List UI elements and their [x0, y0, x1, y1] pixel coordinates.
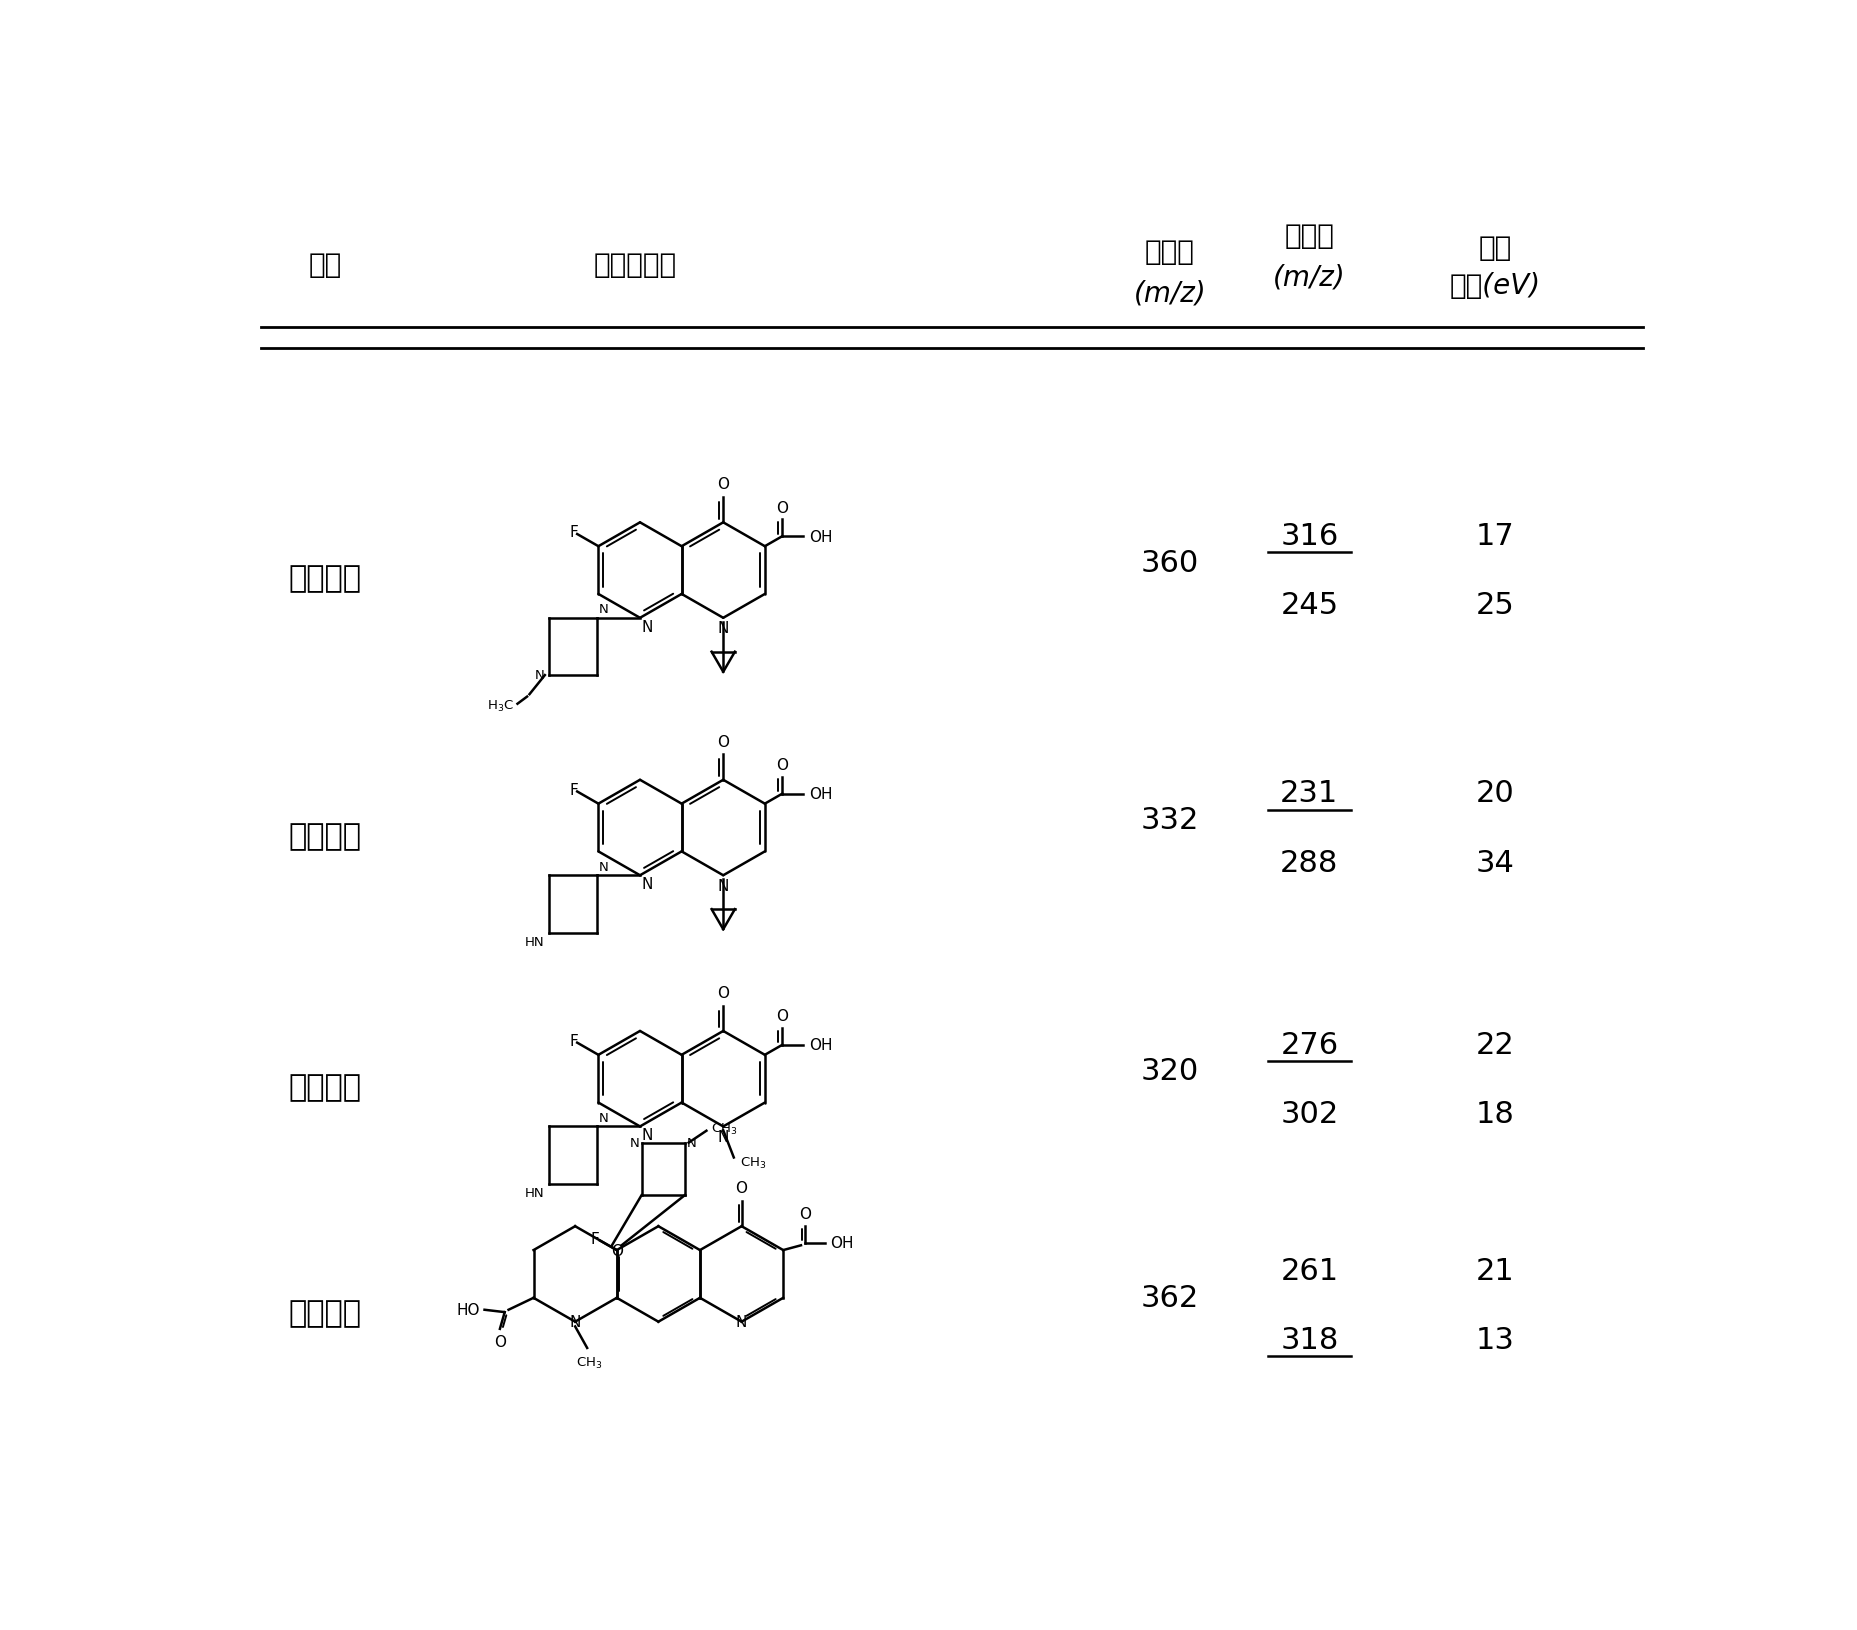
Text: HN: HN — [526, 1187, 544, 1200]
Text: 25: 25 — [1476, 590, 1515, 619]
Text: 20: 20 — [1476, 779, 1515, 808]
Text: F: F — [568, 1033, 578, 1048]
Text: N: N — [641, 1128, 654, 1143]
Text: N: N — [717, 879, 730, 893]
Text: O: O — [776, 758, 789, 773]
Text: 360: 360 — [1140, 549, 1200, 577]
Text: 18: 18 — [1476, 1099, 1515, 1128]
Text: O: O — [776, 1009, 789, 1024]
Text: N: N — [687, 1136, 696, 1149]
Text: 288: 288 — [1279, 848, 1339, 877]
Text: N: N — [600, 1112, 609, 1125]
Text: 318: 318 — [1279, 1325, 1339, 1355]
Text: 药物: 药物 — [308, 251, 342, 279]
Text: CH$_3$: CH$_3$ — [576, 1355, 604, 1371]
Text: HO: HO — [457, 1302, 479, 1317]
Text: 320: 320 — [1140, 1056, 1200, 1086]
Text: N: N — [600, 861, 609, 874]
Text: 氧氟沙星: 氧氟沙星 — [288, 1297, 362, 1327]
Text: 分子结构式: 分子结构式 — [594, 251, 676, 279]
Text: 母离子: 母离子 — [1146, 238, 1194, 266]
Text: CH$_3$: CH$_3$ — [711, 1121, 737, 1136]
Text: 302: 302 — [1279, 1099, 1339, 1128]
Text: O: O — [494, 1333, 505, 1348]
Text: F: F — [568, 525, 578, 540]
Text: OH: OH — [810, 787, 832, 802]
Text: 21: 21 — [1476, 1255, 1515, 1284]
Text: H$_3$C: H$_3$C — [487, 698, 514, 714]
Text: HN: HN — [526, 936, 544, 949]
Text: N: N — [600, 603, 609, 616]
Text: 316: 316 — [1279, 522, 1339, 551]
Text: 恩诺沙星: 恩诺沙星 — [288, 564, 362, 593]
Text: 362: 362 — [1140, 1283, 1200, 1312]
Text: O: O — [717, 985, 730, 1001]
Text: O: O — [776, 500, 789, 515]
Text: 诺氟沙星: 诺氟沙星 — [288, 1073, 362, 1102]
Text: O: O — [611, 1242, 622, 1258]
Text: 245: 245 — [1279, 590, 1339, 619]
Text: 碰撞: 碰撞 — [1478, 235, 1512, 262]
Text: 环丙沙星: 环丙沙星 — [288, 822, 362, 851]
Text: 17: 17 — [1476, 522, 1515, 551]
Text: CH$_3$: CH$_3$ — [741, 1156, 767, 1170]
Text: N: N — [570, 1314, 581, 1330]
Text: O: O — [735, 1180, 748, 1195]
Text: (m/z): (m/z) — [1133, 279, 1207, 308]
Text: (m/z): (m/z) — [1274, 262, 1346, 292]
Text: 22: 22 — [1476, 1030, 1515, 1060]
Text: N: N — [630, 1136, 639, 1149]
Text: F: F — [591, 1231, 600, 1245]
Text: 276: 276 — [1279, 1030, 1339, 1060]
Text: OH: OH — [810, 530, 832, 544]
Text: 261: 261 — [1279, 1255, 1339, 1284]
Text: 332: 332 — [1140, 805, 1200, 835]
Text: O: O — [717, 734, 730, 750]
Text: N: N — [641, 877, 654, 892]
Text: 231: 231 — [1279, 779, 1339, 808]
Text: F: F — [568, 782, 578, 797]
Text: 13: 13 — [1476, 1325, 1515, 1355]
Text: 电压(eV): 电压(eV) — [1450, 272, 1541, 300]
Text: N: N — [717, 1130, 730, 1144]
Text: O: O — [799, 1206, 812, 1221]
Text: O: O — [717, 478, 730, 492]
Text: 34: 34 — [1476, 848, 1515, 877]
Text: N: N — [735, 1314, 747, 1330]
Text: N: N — [535, 668, 544, 681]
Text: 子离子: 子离子 — [1285, 222, 1335, 249]
Text: OH: OH — [830, 1236, 854, 1250]
Text: N: N — [717, 621, 730, 636]
Text: OH: OH — [810, 1038, 832, 1053]
Text: N: N — [641, 619, 654, 634]
